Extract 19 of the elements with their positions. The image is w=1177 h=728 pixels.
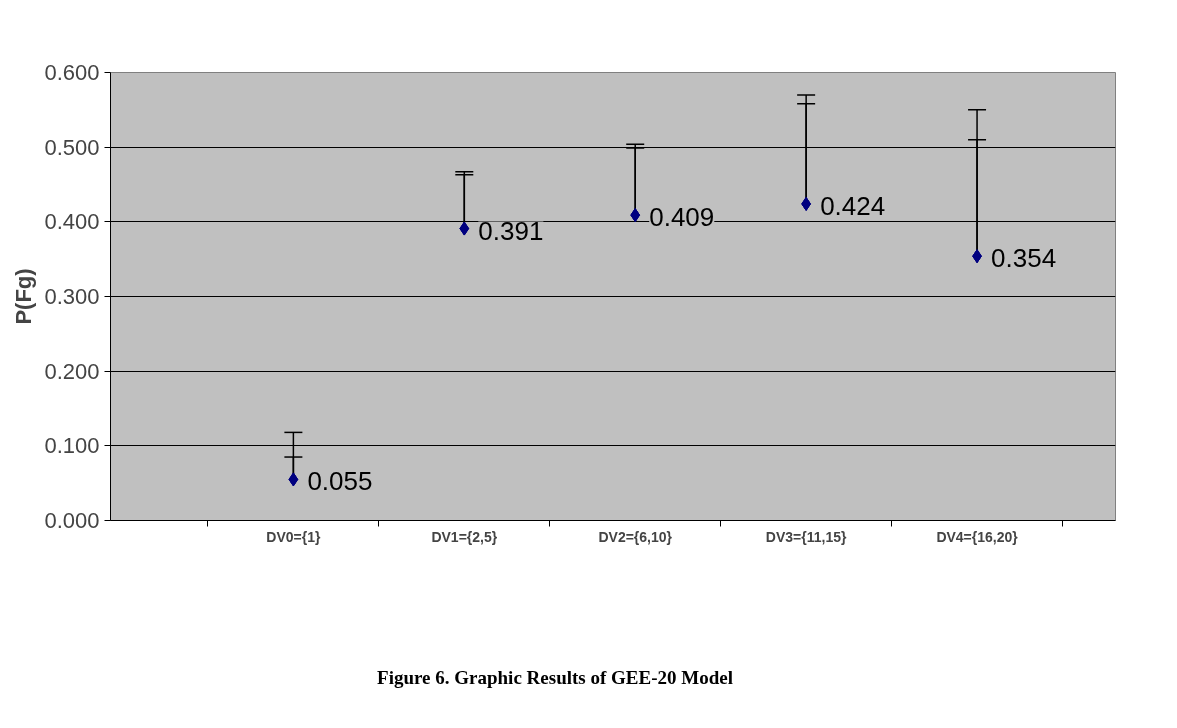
y-tick-label: 0.100 [44, 433, 100, 459]
y-tick-label: 0.200 [44, 358, 100, 384]
data-label: 0.391 [478, 215, 544, 246]
y-tick-label: 0.000 [44, 508, 100, 533]
y-tick-label: 0.600 [44, 60, 100, 85]
x-tick-label: DV4={16,20} [936, 528, 1019, 545]
data-label: 0.424 [820, 190, 886, 221]
x-tick-label: DV0={1} [266, 528, 321, 545]
x-tick-label: DV3={11,15} [765, 528, 847, 545]
y-tick-label: 0.500 [44, 134, 100, 160]
data-label: 0.409 [649, 202, 715, 233]
data-label: 0.354 [991, 243, 1057, 274]
data-label: 0.055 [307, 466, 373, 497]
x-tick-label: DV2={6,10} [598, 528, 673, 545]
x-tick-label: DV1={2,5} [431, 528, 498, 545]
y-tick-label: 0.400 [44, 209, 100, 235]
y-tick-label: 0.300 [44, 284, 100, 309]
caption: Figure 6. Graphic Results of GEE-20 Model [376, 666, 734, 690]
y-axis-title: P(Fg) [11, 268, 37, 325]
